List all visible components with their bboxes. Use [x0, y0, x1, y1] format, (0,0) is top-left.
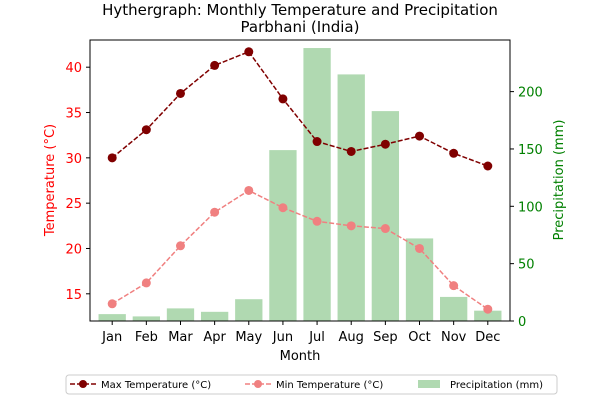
min-temp-point-jun [278, 203, 288, 213]
legend-precip-swatch [418, 380, 440, 388]
precip-bar-jun [269, 150, 297, 321]
min-temp-point-aug [346, 221, 356, 231]
max-temp-point-may [244, 47, 254, 57]
max-temp-point-apr [210, 60, 220, 70]
max-temp-point-feb [141, 125, 151, 135]
x-tick-label-may: May [235, 330, 262, 345]
min-temp-point-jul [312, 216, 322, 226]
x-tick-label-dec: Dec [475, 330, 500, 345]
left-y-tick-label: 30 [65, 152, 82, 167]
precip-bar-nov [440, 296, 468, 321]
left-y-tick-label: 25 [65, 197, 82, 212]
max-temp-point-oct [415, 131, 425, 141]
legend-precip-label: Precipitation (mm) [450, 380, 543, 391]
left-y-tick-label: 20 [65, 242, 82, 257]
left-y-tick-label: 15 [65, 288, 82, 303]
min-temp-line [111, 189, 489, 310]
min-temp-point-sep [380, 224, 390, 234]
max-temp-point-jul [312, 137, 322, 147]
precip-bar-mar [166, 308, 195, 321]
max-temp-point-jun [278, 94, 288, 104]
legend: Max Temperature (°C) Min Temperature (°C… [65, 374, 558, 395]
legend-box [65, 374, 558, 395]
plot-frame [89, 39, 511, 322]
right-y-tick-label: 50 [518, 258, 535, 273]
legend-min-label: Min Temperature (°C) [276, 380, 383, 391]
max-temp-point-aug [346, 146, 356, 156]
x-tick-label-sep: Sep [373, 330, 398, 345]
x-axis-label: Month [280, 349, 321, 364]
temperature-lines [107, 47, 493, 314]
x-tick-label-mar: Mar [168, 330, 193, 345]
right-y-axis-label: Precipitation (mm) [552, 120, 567, 241]
x-tick-label-nov: Nov [441, 330, 467, 345]
x-tick-label-jun: Jun [272, 330, 293, 345]
precip-bar-may [235, 299, 263, 321]
left-y-axis-label: Temperature (°C) [43, 124, 58, 237]
left-y-tick-label: 40 [65, 61, 82, 76]
left-y-tick-label: 35 [65, 107, 82, 122]
max-temp-point-mar [175, 88, 185, 98]
right-y-tick-label: 0 [518, 315, 526, 330]
precip-bar-aug [337, 74, 365, 321]
legend-min-marker [254, 380, 262, 388]
min-temp-point-may [244, 185, 254, 195]
right-y-axis: 0 50 100 150 200 [510, 86, 543, 330]
min-temp-point-mar [175, 241, 185, 251]
right-y-tick-label: 100 [518, 200, 543, 215]
x-tick-label-jan: Jan [101, 330, 122, 345]
chart-subtitle: Parbhani (India) [241, 18, 360, 36]
x-axis: Jan Feb Mar Apr May Jun Jul Aug Sep Oct Nov Dec [101, 321, 500, 345]
precip-bar-jul [303, 48, 331, 322]
min-temp-point-apr [210, 207, 220, 217]
max-temp-point-nov [449, 148, 459, 158]
left-y-axis: 15 20 25 30 35 40 [65, 61, 90, 303]
min-temp-point-feb [141, 278, 151, 288]
precip-bar-dec [474, 310, 502, 321]
max-temp-point-jan [107, 153, 117, 163]
min-temp-point-dec [483, 304, 493, 314]
min-temp-point-jan [107, 299, 117, 309]
max-temp-line [111, 50, 489, 167]
precip-bar-apr [200, 311, 229, 321]
precipitation-bars [98, 48, 502, 322]
legend-max-marker [79, 380, 87, 388]
precip-bar-feb [132, 316, 160, 321]
x-tick-label-jul: Jul [308, 330, 325, 345]
right-y-tick-label: 200 [518, 86, 543, 101]
x-tick-label-oct: Oct [408, 330, 430, 345]
x-tick-label-feb: Feb [135, 330, 158, 345]
min-temp-point-oct [415, 243, 425, 253]
max-temp-point-dec [483, 161, 493, 171]
chart-title: Hythergraph: Monthly Temperature and Pre… [102, 1, 498, 19]
precip-bar-jan [98, 314, 126, 321]
x-tick-label-aug: Aug [339, 330, 364, 345]
right-y-tick-label: 150 [518, 143, 543, 158]
min-temp-point-nov [449, 281, 459, 291]
legend-max-label: Max Temperature (°C) [101, 380, 211, 391]
max-temp-point-sep [380, 139, 390, 149]
x-tick-label-apr: Apr [203, 330, 226, 345]
